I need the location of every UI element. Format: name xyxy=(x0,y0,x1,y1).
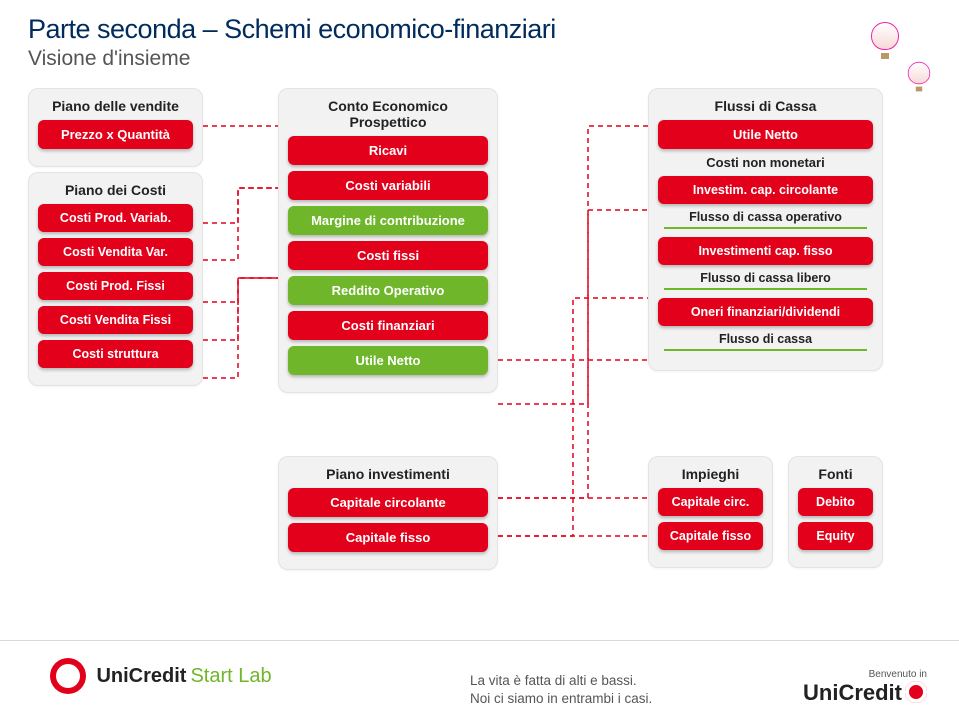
page-header: Parte seconda – Schemi economico-finanzi… xyxy=(28,14,556,71)
chip-reddito-op: Reddito Operativo xyxy=(288,276,488,305)
panel-impieghi: Impieghi Capitale circ. Capitale fisso xyxy=(648,456,773,568)
page-footer: UniCreditStart Lab La vita è fatta di al… xyxy=(0,640,959,718)
diagram-stage: Piano delle vendite Prezzo x Quantità Pi… xyxy=(28,88,928,578)
chip-costi-struttura: Costi struttura xyxy=(38,340,193,368)
chip-costi-var: Costi variabili xyxy=(288,171,488,200)
chip-imp-cap-fisso: Capitale fisso xyxy=(658,522,763,550)
chip-costi-prod-variab: Costi Prod. Variab. xyxy=(38,204,193,232)
chip-costi-fin: Costi finanziari xyxy=(288,311,488,340)
footer-tagline-1: La vita è fatta di alti e bassi. xyxy=(470,673,637,688)
chip-ricavi: Ricavi xyxy=(288,136,488,165)
label-flusso-libero: Flusso di cassa libero xyxy=(664,271,867,290)
panel-piano-investimenti: Piano investimenti Capitale circolante C… xyxy=(278,456,498,570)
page-subtitle: Visione d'insieme xyxy=(28,47,556,71)
label-flusso-cassa: Flusso di cassa xyxy=(664,332,867,351)
chip-costi-vendita-var: Costi Vendita Var. xyxy=(38,238,193,266)
chip-utile-netto-f: Utile Netto xyxy=(658,120,873,149)
logo-unicredit: Benvenuto in UniCredit xyxy=(803,669,927,706)
chip-debito: Debito xyxy=(798,488,873,516)
panel-title: Piano investimenti xyxy=(288,466,488,482)
panel-title: Piano delle vendite xyxy=(38,98,193,114)
chip-utile-netto: Utile Netto xyxy=(288,346,488,375)
chip-margine: Margine di contribuzione xyxy=(288,206,488,235)
panel-piano-vendite: Piano delle vendite Prezzo x Quantità xyxy=(28,88,203,167)
panel-title: Piano dei Costi xyxy=(38,182,193,198)
chip-costi-fissi: Costi fissi xyxy=(288,241,488,270)
label-flusso-op: Flusso di cassa operativo xyxy=(664,210,867,229)
chip-costi-prod-fissi: Costi Prod. Fissi xyxy=(38,272,193,300)
panel-fonti: Fonti Debito Equity xyxy=(788,456,883,568)
chip-imp-cap-circ: Capitale circ. xyxy=(658,488,763,516)
chip-cap-fisso: Capitale fisso xyxy=(288,523,488,552)
panel-flussi-cassa: Flussi di Cassa Utile Netto Costi non mo… xyxy=(648,88,883,371)
chip-inv-cap-fisso: Investimenti cap. fisso xyxy=(658,237,873,265)
chip-oneri-fin: Oneri finanziari/dividendi xyxy=(658,298,873,326)
label-costi-non-mon: Costi non monetari xyxy=(658,155,873,170)
panel-title: Fonti xyxy=(798,466,873,482)
chip-equity: Equity xyxy=(798,522,873,550)
chip-cap-circolante: Capitale circolante xyxy=(288,488,488,517)
logo-unicredit-start-lab: UniCreditStart Lab xyxy=(50,658,272,702)
panel-title: Impieghi xyxy=(658,466,763,482)
panel-title: Conto Economico Prospettico xyxy=(288,98,488,130)
chip-prezzo-quantita: Prezzo x Quantità xyxy=(38,120,193,149)
footer-tagline-2: Noi ci siamo in entrambi i casi. xyxy=(470,691,652,706)
panel-conto-economico: Conto Economico Prospettico Ricavi Costi… xyxy=(278,88,498,393)
panel-title: Flussi di Cassa xyxy=(658,98,873,114)
chip-costi-vendita-fissi: Costi Vendita Fissi xyxy=(38,306,193,334)
page-title: Parte seconda – Schemi economico-finanzi… xyxy=(28,14,556,45)
chip-inv-cap-circ: Investim. cap. circolante xyxy=(658,176,873,204)
panel-piano-costi: Piano dei Costi Costi Prod. Variab. Cost… xyxy=(28,172,203,386)
